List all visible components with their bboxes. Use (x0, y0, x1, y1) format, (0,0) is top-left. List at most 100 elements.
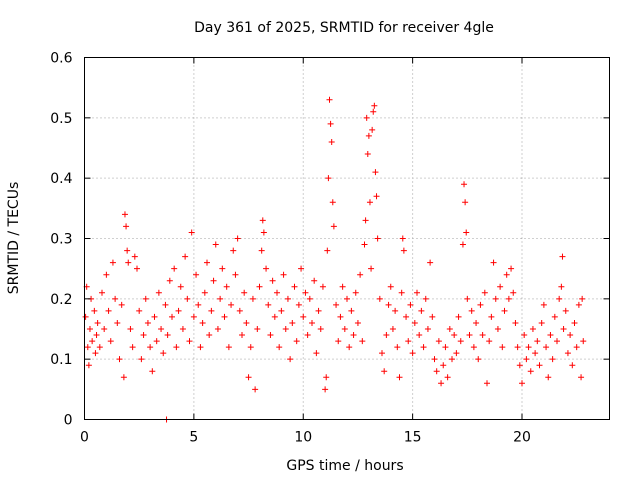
x-axis-label: GPS time / hours (286, 458, 403, 474)
data-point (325, 175, 332, 182)
data-point (346, 344, 353, 351)
data-point (259, 217, 266, 224)
y-tick-label: 0.2 (50, 292, 72, 308)
data-point (534, 338, 541, 345)
data-point (398, 289, 405, 296)
data-point (177, 283, 184, 290)
data-point (179, 326, 186, 332)
data-point (559, 253, 566, 260)
data-point (392, 307, 399, 314)
data-point (435, 338, 442, 345)
data-point (341, 326, 348, 332)
data-point (329, 199, 336, 206)
data-point (399, 235, 406, 242)
data-point (394, 344, 401, 351)
data-point (484, 380, 490, 387)
data-point (554, 338, 560, 345)
data-point (129, 344, 136, 351)
data-point (208, 307, 215, 314)
data-point (182, 253, 189, 260)
data-point (105, 307, 112, 314)
data-point (543, 344, 550, 351)
data-point (466, 332, 473, 339)
grid (84, 57, 610, 420)
data-point (212, 241, 219, 248)
data-point (206, 332, 213, 339)
data-point (538, 319, 545, 326)
data-point (473, 319, 480, 326)
data-point (453, 350, 460, 357)
data-point (112, 295, 119, 302)
y-tick-label: 0.5 (50, 111, 72, 127)
data-point (158, 326, 165, 332)
data-point (263, 265, 270, 272)
data-point (131, 253, 138, 260)
data-point (234, 235, 241, 242)
data-point (523, 356, 530, 363)
data-point (385, 301, 392, 308)
data-point (354, 319, 361, 326)
data-point (328, 138, 335, 145)
data-point (298, 265, 305, 272)
data-point (433, 368, 440, 375)
data-point (149, 368, 156, 375)
data-point (109, 259, 116, 266)
data-point (416, 332, 423, 339)
data-point (396, 374, 403, 381)
data-point (438, 380, 445, 387)
data-point (173, 344, 180, 351)
data-point (422, 295, 429, 302)
data-point (245, 374, 252, 381)
data-point (580, 338, 587, 345)
data-point (516, 362, 523, 369)
data-point (372, 169, 379, 176)
data-point (300, 313, 307, 320)
data-point (497, 283, 504, 290)
data-point (317, 326, 324, 332)
data-point (330, 223, 337, 230)
data-point (309, 319, 315, 326)
data-point (92, 350, 99, 357)
y-tick-label: 0.4 (50, 171, 72, 187)
data-point (363, 114, 370, 121)
data-point (536, 362, 543, 369)
data-point (545, 374, 552, 381)
data-point (144, 319, 151, 326)
data-point (324, 247, 331, 254)
data-point (311, 277, 318, 284)
data-point (221, 313, 228, 320)
data-point (91, 307, 98, 314)
data-point (295, 301, 302, 308)
data-point (373, 193, 380, 200)
y-tick-label: 0 (64, 413, 73, 429)
data-point (352, 289, 359, 296)
x-tick-label: 10 (294, 430, 312, 446)
data-point (82, 313, 89, 320)
data-point (562, 307, 569, 314)
data-point (155, 289, 162, 296)
data-point (444, 374, 451, 381)
data-point (184, 295, 191, 302)
data-point (333, 301, 340, 308)
data-point (501, 307, 508, 314)
data-point (114, 319, 121, 326)
data-point (282, 326, 289, 332)
y-axis-label: SRMTID / TECUs (6, 182, 22, 295)
data-point (525, 344, 532, 351)
data-point (464, 295, 471, 302)
data-point (532, 350, 539, 357)
data-point (313, 350, 320, 357)
data-point (440, 362, 447, 369)
data-point (571, 319, 578, 326)
data-point (327, 120, 334, 127)
data-point (389, 326, 396, 332)
data-point (136, 307, 143, 314)
data-point (326, 96, 333, 103)
data-point (118, 301, 125, 308)
data-point (368, 265, 375, 272)
data-point (147, 344, 154, 351)
data-point (103, 271, 110, 278)
data-point (449, 356, 455, 363)
data-point (140, 332, 147, 339)
